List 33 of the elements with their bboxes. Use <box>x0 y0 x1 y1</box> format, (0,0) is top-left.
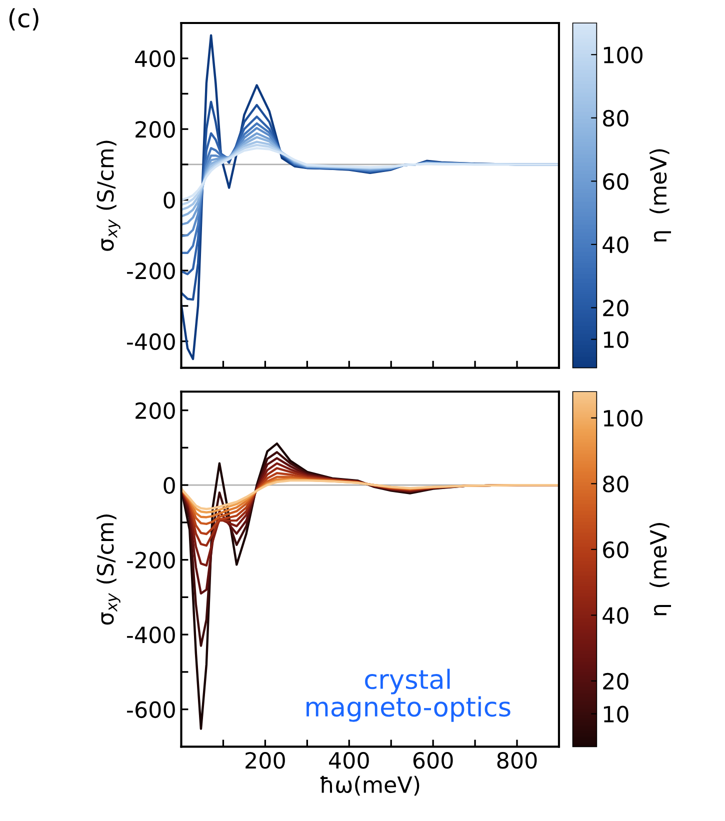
x-tick-label: 600 <box>413 752 453 769</box>
y-tick-label: -400 <box>127 626 175 644</box>
x-tick-label: 200 <box>246 752 285 769</box>
x-axis-title: ħω(meV) <box>320 776 420 796</box>
color-bar-label: 100 <box>604 46 642 64</box>
color-bar-label: 40 <box>602 236 628 254</box>
y-tick-label: -400 <box>127 333 175 350</box>
color-bar-label: 10 <box>604 706 628 723</box>
color-bar-label: 10 <box>604 331 628 348</box>
x-tick-label: 400 <box>329 752 369 769</box>
color-bar-label: 80 <box>603 110 628 127</box>
y-tick-label: 200 <box>136 402 175 420</box>
y-axis-title: σ$_{xy}$ (S/cm) <box>96 140 120 251</box>
y-tick-label: 200 <box>136 121 175 138</box>
color-bar-label: 40 <box>602 607 628 624</box>
text: (c) <box>9 8 38 31</box>
annotation: crystal magneto-optics <box>306 668 510 722</box>
color-bar-label: 100 <box>604 410 642 427</box>
y-tick-label: -200 <box>127 262 175 280</box>
color-bar-label: 20 <box>603 672 628 690</box>
color-bar-title: η (meV) <box>650 149 672 242</box>
y-tick-label: 0 <box>164 192 175 209</box>
x-tick-label: 800 <box>497 752 537 769</box>
color-bar-label: 60 <box>603 541 628 558</box>
y-tick-label: 0 <box>164 477 175 494</box>
y-tick-label: -200 <box>127 552 175 569</box>
color-bar-title: η (meV) <box>650 523 672 616</box>
color-bar-label: 80 <box>603 476 628 492</box>
y-tick-label: 400 <box>135 50 175 68</box>
y-axis-title: σ$_{xy}$ (S/cm) <box>96 514 120 625</box>
color-bar-label: 60 <box>603 173 628 190</box>
y-tick-label: -600 <box>127 701 175 718</box>
color-bar-label: 20 <box>603 300 628 316</box>
